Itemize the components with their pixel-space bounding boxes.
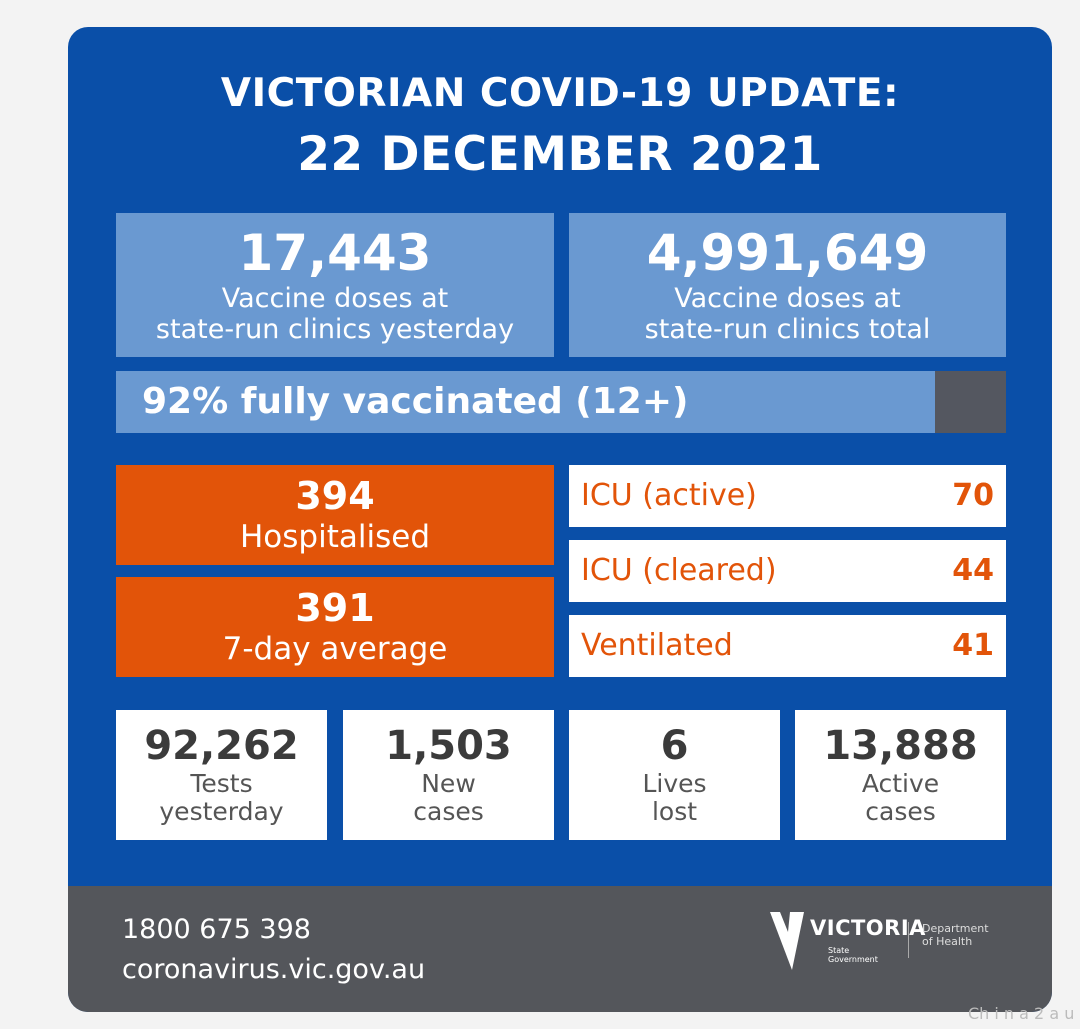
stat-tests-line2: yesterday [159,797,284,826]
stat-new-cases-line1: New [421,769,476,798]
logo-sub-line1: State [828,946,850,955]
icu-active-row: ICU (active) 70 [569,465,1006,527]
stat-active-cases-line1: Active [861,769,940,798]
logo-sub-line2: Government [828,955,878,964]
footer-website: coronavirus.vic.gov.au [122,954,426,985]
vaccine-yesterday-value: 17,443 [238,224,432,282]
department-of-health-text: Department of Health [922,922,989,948]
stat-new-cases: 1,503 New cases [343,710,554,840]
title-line-1: VICTORIAN COVID-19 UPDATE: [220,71,900,116]
covid-update-card: VICTORIAN COVID-19 UPDATE: 22 DECEMBER 2… [68,27,1052,1012]
vaccine-total-panel: 4,991,649 Vaccine doses at state-run cli… [569,213,1006,357]
vaccine-yesterday-line1: Vaccine doses at [221,283,449,314]
stat-active-cases-line2: cases [865,797,936,826]
icu-active-value: 70 [952,478,994,513]
ventilated-row: Ventilated 41 [569,615,1006,677]
stat-new-cases-line2: cases [413,797,484,826]
hospitalised-value: 394 [295,474,375,518]
victoria-v-icon [770,912,804,970]
stat-tests: 92,262 Tests yesterday [116,710,327,840]
stat-lives-lost-line2: lost [651,797,698,826]
fully-vaccinated-progress-bar [116,371,935,433]
seven-day-average-panel: 391 7-day average [116,577,554,677]
logo-divider [908,922,909,958]
icu-cleared-label: ICU (cleared) [581,553,777,588]
stat-lives-lost: 6 Lives lost [569,710,780,840]
dept-line1: Department [922,922,989,935]
stat-lives-lost-line1: Lives [642,769,707,798]
vaccine-yesterday-panel: 17,443 Vaccine doses at state-run clinic… [116,213,554,357]
ventilated-label: Ventilated [581,628,733,663]
stat-tests-value: 92,262 [144,723,299,769]
icu-cleared-row: ICU (cleared) 44 [569,540,1006,602]
hospitalised-panel: 394 Hospitalised [116,465,554,565]
stat-active-cases: 13,888 Active cases [795,710,1006,840]
dept-line2: of Health [922,935,973,948]
icu-active-label: ICU (active) [581,478,757,513]
hospitalised-label: Hospitalised [240,519,430,555]
icu-cleared-value: 44 [952,553,994,588]
stat-new-cases-value: 1,503 [385,723,512,769]
logo-subtext: State Government [828,946,878,964]
fully-vaccinated-track: 92% fully vaccinated (12+) [116,371,1006,433]
ventilated-value: 41 [952,628,994,663]
seven-day-average-value: 391 [295,586,375,630]
footer-phone: 1800 675 398 [122,914,311,945]
victoria-logo: VICTORIA State Government Department of … [770,912,1020,990]
title-date: 22 DECEMBER 2021 [297,127,823,182]
stat-active-cases-value: 13,888 [823,723,978,769]
vaccine-total-line1: Vaccine doses at [674,283,901,314]
watermark-text: Ch i n a 2 a u [968,1004,1075,1023]
footer-bar: 1800 675 398 coronavirus.vic.gov.au VICT… [68,886,1052,1012]
stat-lives-lost-value: 6 [660,723,689,769]
vaccine-yesterday-line2: state-run clinics yesterday [155,314,515,345]
vaccine-total-value: 4,991,649 [646,224,929,282]
fully-vaccinated-label: 92% fully vaccinated (12+) [142,381,689,422]
vaccine-total-line2: state-run clinics total [644,314,931,345]
stat-tests-line1: Tests [190,769,253,798]
seven-day-average-label: 7-day average [222,631,448,667]
logo-text: VICTORIA [810,916,926,940]
